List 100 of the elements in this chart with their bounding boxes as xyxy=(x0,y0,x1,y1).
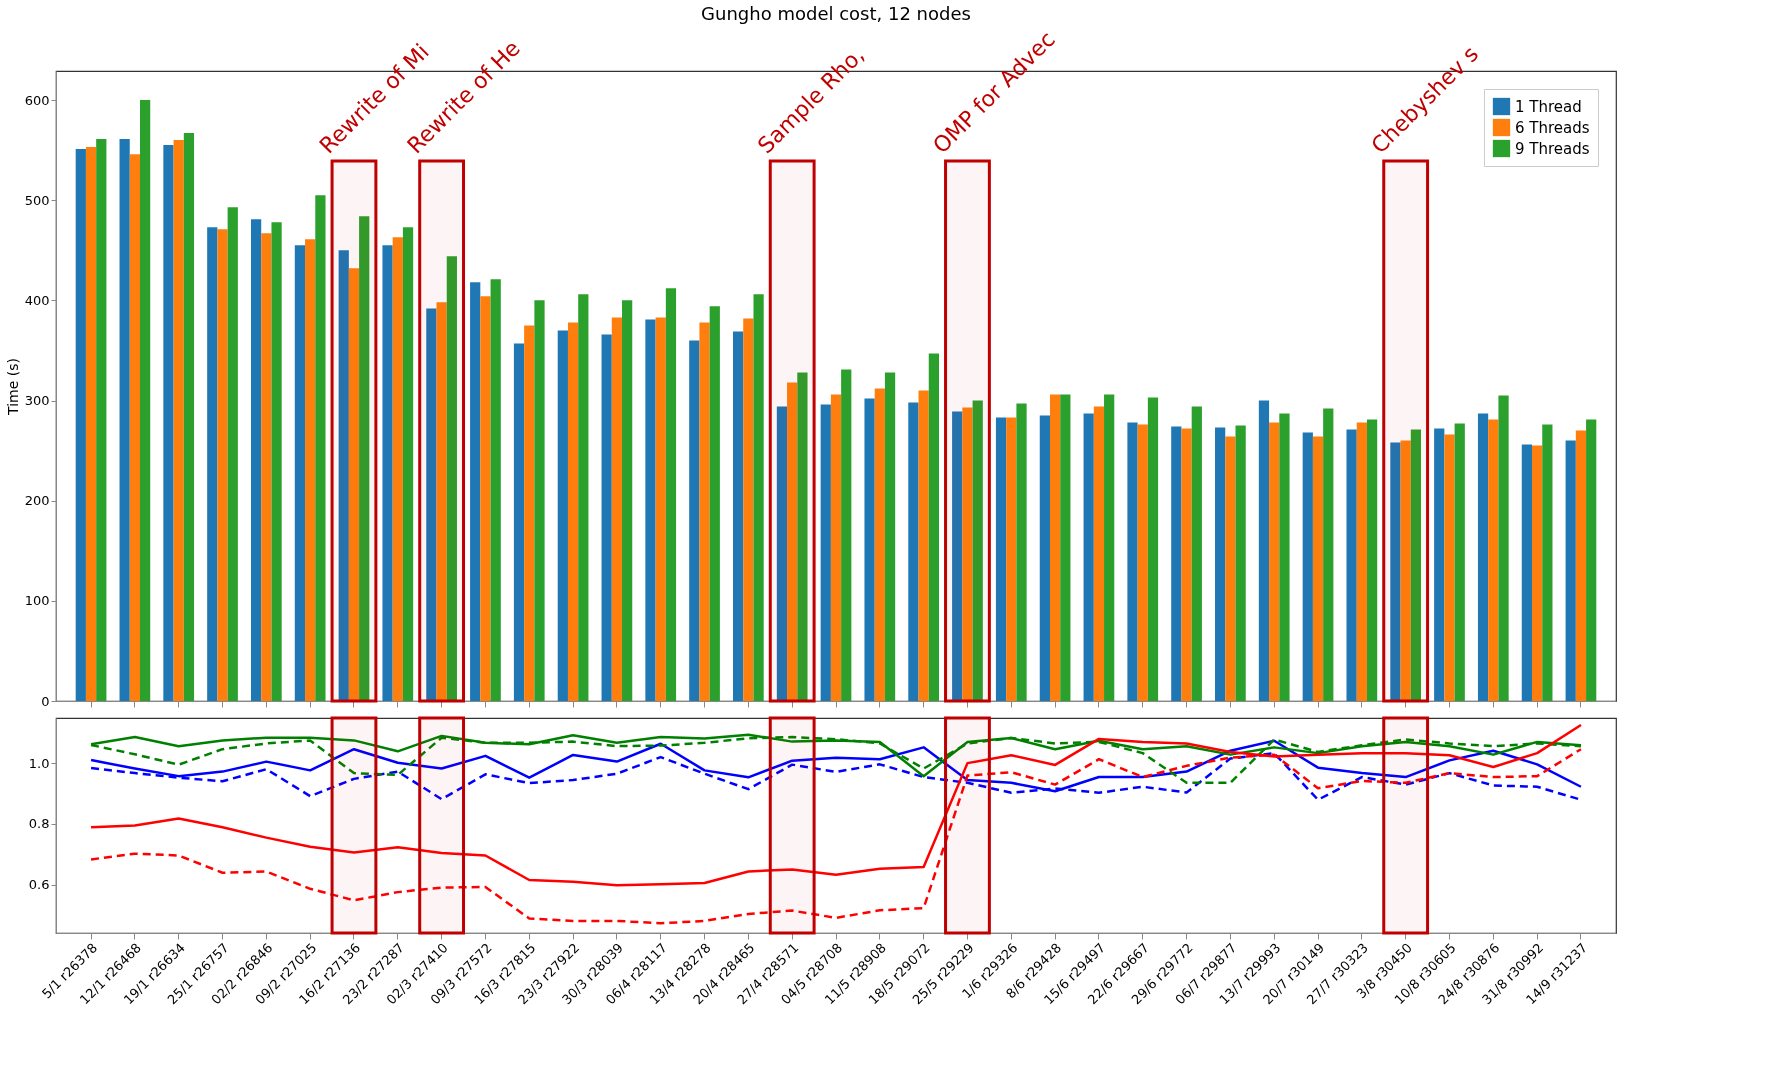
y-tick-label: 500 xyxy=(24,192,50,208)
bar xyxy=(1060,394,1071,701)
legend-label: 1 Thread xyxy=(1515,97,1582,116)
bar xyxy=(1235,425,1246,701)
bar xyxy=(1312,436,1324,701)
bar xyxy=(1565,440,1576,701)
bar xyxy=(689,340,700,701)
bar xyxy=(908,402,919,701)
bar xyxy=(1390,442,1401,701)
bar xyxy=(918,390,929,701)
bar xyxy=(305,239,316,701)
bar xyxy=(1039,415,1050,701)
bar xyxy=(884,372,896,701)
bar xyxy=(1225,436,1236,701)
legend-label: 6 Threads xyxy=(1515,118,1590,137)
bar xyxy=(1016,403,1027,701)
bar xyxy=(261,233,272,701)
bar xyxy=(1575,430,1587,701)
bar xyxy=(480,296,491,701)
bar xyxy=(557,330,568,701)
bar xyxy=(217,229,228,701)
bar xyxy=(1346,429,1357,701)
bar xyxy=(513,343,525,701)
bar xyxy=(753,294,764,701)
bar xyxy=(578,294,589,701)
bar xyxy=(96,139,107,701)
bar xyxy=(1258,400,1270,701)
bar xyxy=(446,256,457,701)
bar xyxy=(1049,394,1061,701)
bar xyxy=(645,319,656,701)
bar xyxy=(787,382,798,701)
bar xyxy=(1410,429,1422,701)
bar xyxy=(1323,408,1334,701)
y-tick-label: 100 xyxy=(24,593,50,609)
bar xyxy=(402,227,414,701)
bar xyxy=(392,237,403,701)
bar xyxy=(534,300,545,701)
bar xyxy=(348,268,360,701)
bar xyxy=(1191,406,1202,701)
bar xyxy=(490,279,501,701)
bar xyxy=(315,195,326,701)
bar xyxy=(962,407,973,701)
bar xyxy=(1400,440,1411,701)
bar xyxy=(995,417,1007,701)
bar xyxy=(207,227,218,701)
y-tick-label: 0 xyxy=(41,693,50,709)
bar xyxy=(271,222,282,701)
bar xyxy=(183,133,195,701)
bar xyxy=(1181,428,1192,701)
bar xyxy=(830,394,842,701)
bar xyxy=(567,322,579,701)
bar xyxy=(743,318,754,701)
bar xyxy=(601,334,612,701)
bar xyxy=(611,317,623,701)
bar xyxy=(382,245,393,701)
bar xyxy=(140,100,151,701)
bar xyxy=(733,331,744,701)
bar xyxy=(1366,419,1378,701)
y-tick-label: 400 xyxy=(24,292,50,308)
bar xyxy=(1477,413,1489,701)
y-tick-label: 200 xyxy=(24,493,50,509)
bar xyxy=(1488,419,1499,701)
bar xyxy=(776,406,788,701)
bar xyxy=(359,216,370,701)
bar xyxy=(1454,423,1465,701)
bar xyxy=(622,300,633,701)
bar xyxy=(972,400,983,701)
bar xyxy=(227,207,238,701)
y-tick-label: 1.0 xyxy=(28,755,50,771)
bar xyxy=(1279,413,1290,701)
bar xyxy=(119,139,130,701)
bar xyxy=(250,219,262,701)
bar xyxy=(1498,395,1509,701)
y-tick-label: 0.8 xyxy=(28,816,50,832)
bar xyxy=(709,306,720,701)
bar xyxy=(952,411,963,701)
bar xyxy=(1521,444,1532,701)
chart-title: Gungho model cost, 12 nodes xyxy=(701,3,971,25)
bar xyxy=(1137,424,1148,701)
bar xyxy=(1083,413,1094,701)
bar xyxy=(436,302,447,701)
bar xyxy=(85,147,97,701)
bar xyxy=(1215,427,1226,701)
bar xyxy=(820,404,831,701)
bar xyxy=(1093,406,1105,701)
bar xyxy=(874,388,885,701)
bar xyxy=(841,369,852,701)
bar xyxy=(129,154,140,701)
bar xyxy=(1104,394,1115,701)
bar xyxy=(1147,397,1159,701)
bar xyxy=(699,322,710,701)
bar xyxy=(864,398,875,701)
legend-label: 9 Threads xyxy=(1515,139,1590,158)
y-axis-title: Time (s) xyxy=(4,358,21,416)
bar xyxy=(294,245,306,701)
bar xyxy=(470,282,481,701)
bar xyxy=(1269,422,1280,701)
bar xyxy=(75,149,86,701)
bar xyxy=(1434,428,1445,701)
bar xyxy=(1444,434,1455,701)
